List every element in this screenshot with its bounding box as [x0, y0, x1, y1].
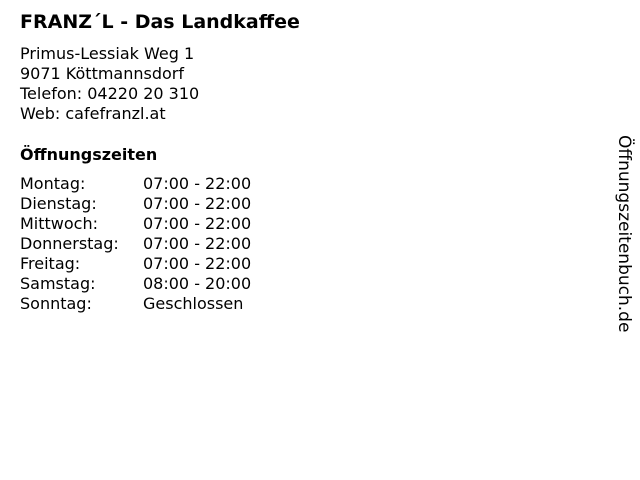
- time: Geschlossen: [143, 294, 244, 313]
- hours-table: Montag: 07:00 - 22:00 Dienstag: 07:00 - 22…: [20, 174, 251, 314]
- hours-row: Dienstag: 07:00 - 22:00: [20, 194, 251, 214]
- hours-row: Samstag: 08:00 - 20:00: [20, 274, 251, 294]
- address-block: Primus-Lessiak Weg 1 9071 Köttmannsdorf …: [20, 44, 199, 124]
- hours-row: Donnerstag: 07:00 - 22:00: [20, 234, 251, 254]
- day: Dienstag:: [20, 194, 97, 213]
- time: 07:00 - 22:00: [143, 214, 252, 233]
- day: Mittwoch:: [20, 214, 98, 233]
- day: Montag:: [20, 174, 86, 193]
- day: Samstag:: [20, 274, 96, 293]
- website: Web: cafefranzl.at: [20, 104, 166, 123]
- time: 07:00 - 22:00: [143, 194, 252, 213]
- day: Sonntag:: [20, 294, 92, 313]
- street: Primus-Lessiak Weg 1: [20, 44, 195, 63]
- time: 07:00 - 22:00: [143, 234, 252, 253]
- day: Donnerstag:: [20, 234, 119, 253]
- hours-row: Sonntag: Geschlossen: [20, 294, 251, 314]
- hours-row: Montag: 07:00 - 22:00: [20, 174, 251, 194]
- hours-row: Mittwoch: 07:00 - 22:00: [20, 214, 251, 234]
- time: 07:00 - 22:00: [143, 254, 252, 273]
- city: 9071 Köttmannsdorf: [20, 64, 184, 83]
- time: 07:00 - 22:00: [143, 174, 252, 193]
- phone: Telefon: 04220 20 310: [20, 84, 200, 103]
- time: 08:00 - 20:00: [143, 274, 252, 293]
- day: Freitag:: [20, 254, 81, 273]
- page-title: FRANZ´L - Das Landkaffee: [20, 11, 300, 33]
- watermark-text: Öffnungszeitenbuch.de: [614, 135, 634, 333]
- hours-row: Freitag: 07:00 - 22:00: [20, 254, 251, 274]
- hours-heading: Öffnungszeiten: [20, 145, 158, 164]
